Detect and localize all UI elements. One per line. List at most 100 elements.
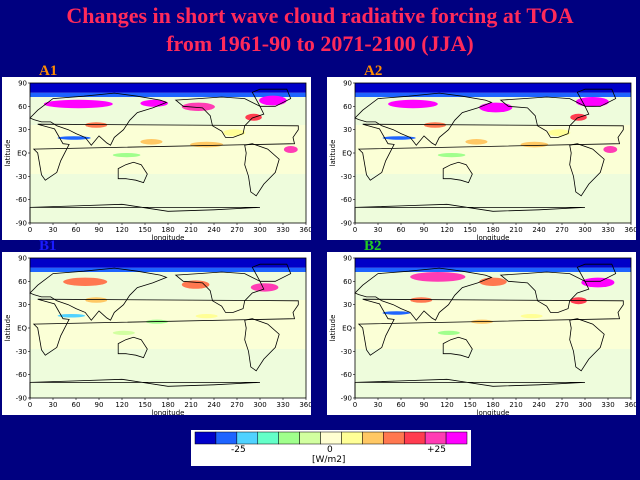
coastline	[499, 271, 590, 313]
x-tick-label: 330	[276, 401, 289, 409]
x-axis-title: longitude	[152, 409, 185, 415]
coastline	[357, 123, 624, 181]
x-tick-label: 300	[578, 226, 591, 234]
field-anomaly	[465, 139, 488, 145]
coastline	[29, 267, 168, 321]
x-tick-label: 60	[72, 226, 81, 234]
x-tick-label: 30	[49, 401, 58, 409]
x-tick-label: 150	[138, 226, 151, 234]
x-tick-label: 360	[299, 401, 311, 409]
y-tick-label: 60	[18, 278, 27, 286]
y-axis-title: latitude	[329, 140, 337, 167]
field-anomaly	[181, 102, 215, 111]
x-tick-label: 180	[161, 226, 174, 234]
x-tick-label: 30	[374, 226, 383, 234]
field-region	[355, 300, 631, 349]
field-anomaly	[140, 99, 168, 107]
legend-swatch	[299, 431, 321, 445]
legend-swatch	[236, 431, 259, 445]
coastline	[29, 92, 168, 146]
x-tick-label: 240	[532, 226, 545, 234]
x-tick-label: 240	[207, 401, 220, 409]
field-anomaly	[283, 146, 298, 153]
x-tick-label: 0	[28, 401, 32, 409]
field-anomaly	[382, 136, 416, 140]
coastline	[576, 88, 617, 107]
color-legend: -25 0 +25 [W/m2]	[191, 430, 471, 466]
x-tick-label: 30	[374, 401, 383, 409]
x-tick-label: 30	[49, 226, 58, 234]
field-anomaly	[63, 277, 108, 286]
field-anomaly	[57, 136, 91, 140]
x-tick-label: 270	[555, 226, 568, 234]
map-plot: 90 60 30 EQ -30 -60 -900 30 60 90 120 150 180 210 240 2…	[4, 80, 311, 241]
field-region	[30, 125, 306, 174]
coastline	[499, 96, 590, 138]
y-tick-label: -60	[16, 371, 27, 379]
x-tick-label: 240	[207, 226, 220, 234]
x-tick-label: 360	[624, 401, 636, 409]
x-tick-label: 120	[115, 226, 128, 234]
map-plot: 90 60 30 EQ -30 -60 -900 30 60 90 120 150 180 210 240 2…	[329, 255, 636, 416]
x-tick-label: 150	[138, 401, 151, 409]
x-tick-label: 270	[555, 401, 568, 409]
legend-colorbar	[194, 431, 468, 445]
y-tick-label: 90	[18, 255, 27, 263]
x-tick-label: 150	[463, 401, 476, 409]
x-tick-label: 180	[486, 401, 499, 409]
x-tick-label: 210	[509, 226, 522, 234]
x-axis-title: longitude	[477, 409, 510, 415]
legend-swatch	[341, 431, 363, 445]
coastline	[354, 267, 493, 321]
legend-swatch	[424, 431, 447, 445]
field-anomaly	[85, 297, 108, 303]
coastline	[442, 161, 473, 184]
panel-label: A1	[39, 63, 58, 79]
y-axis-title: latitude	[4, 315, 12, 342]
field-anomaly	[520, 314, 543, 319]
field-anomaly	[250, 283, 279, 292]
x-tick-label: 150	[463, 226, 476, 234]
coastline	[174, 271, 265, 313]
coastline	[357, 298, 624, 356]
field-anomaly	[548, 129, 571, 137]
y-tick-label: -90	[341, 395, 352, 403]
y-tick-label: 30	[18, 301, 27, 309]
x-tick-label: 90	[420, 226, 429, 234]
x-tick-label: 270	[230, 401, 243, 409]
panel-label: B1	[39, 238, 57, 254]
field-anomaly	[223, 129, 246, 137]
y-tick-label: -90	[16, 220, 27, 228]
legend-swatch	[215, 431, 238, 445]
y-tick-label: 60	[18, 103, 27, 111]
y-tick-label: 90	[18, 80, 27, 88]
legend-swatch	[257, 431, 279, 445]
coastline	[569, 318, 605, 372]
coastline	[251, 88, 292, 107]
legend-tick-left: -25	[231, 445, 246, 455]
y-tick-label: -30	[16, 173, 27, 181]
field-anomaly	[57, 314, 86, 318]
x-tick-label: 300	[578, 401, 591, 409]
x-axis-title: longitude	[152, 234, 185, 240]
x-tick-label: 120	[440, 401, 453, 409]
y-tick-label: 30	[343, 301, 352, 309]
field-anomaly	[190, 141, 224, 148]
x-tick-label: 0	[28, 226, 32, 234]
coastline	[244, 143, 280, 197]
legend-tick-right: +25	[427, 445, 446, 455]
y-tick-label: 90	[343, 80, 352, 88]
coastline	[32, 298, 299, 356]
y-tick-label: 30	[343, 126, 352, 134]
y-tick-label: EQ	[17, 150, 27, 158]
field-anomaly	[410, 272, 466, 282]
coastline	[569, 143, 605, 197]
field-anomaly	[85, 122, 108, 128]
field-region	[30, 267, 306, 272]
x-tick-label: 60	[397, 226, 406, 234]
x-tick-label: 360	[624, 226, 636, 234]
field-region	[355, 258, 631, 268]
legend-swatch	[383, 431, 405, 445]
field-region	[355, 83, 631, 93]
map-plot: 90 60 30 EQ -30 -60 -900 30 60 90 120 150 180 210 240 2…	[329, 80, 636, 241]
